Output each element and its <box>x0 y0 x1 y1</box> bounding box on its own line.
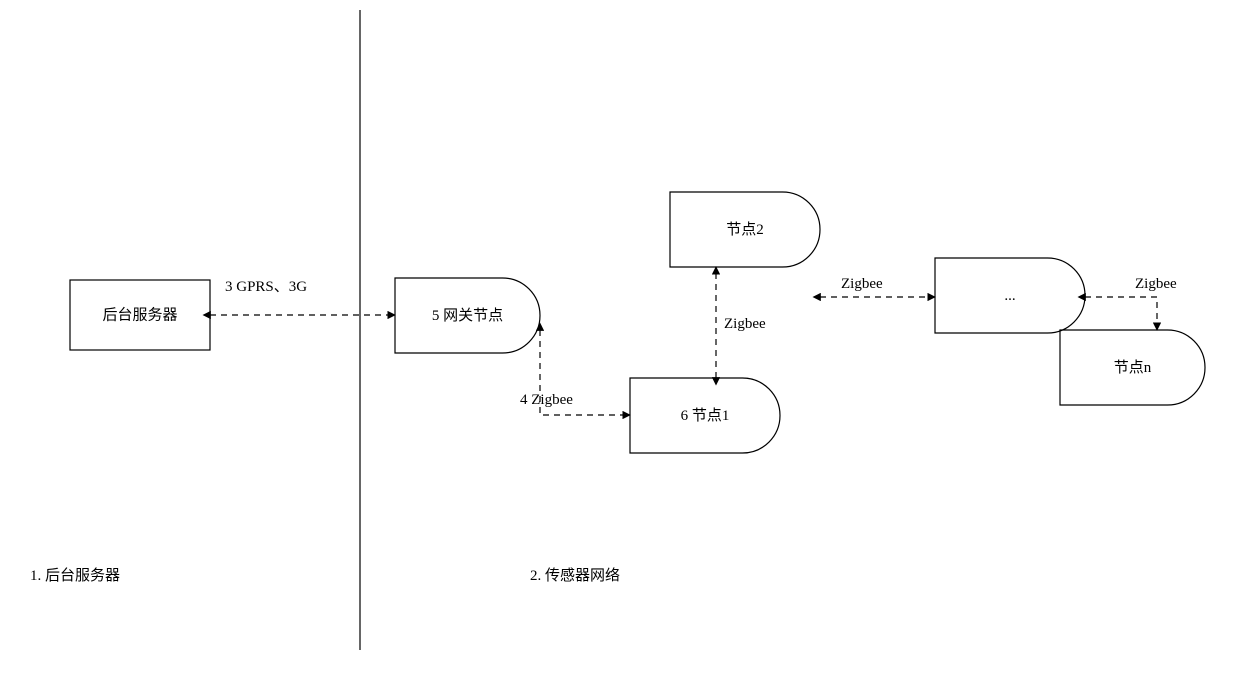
edge-label-0: 3 GPRS、3G <box>225 279 307 295</box>
node-label-dots: ... <box>1004 288 1015 304</box>
node-label-noden: 节点n <box>1114 359 1152 376</box>
edge-label-4: Zigbee <box>1135 276 1177 292</box>
edge-label-2: Zigbee <box>724 316 766 332</box>
node-label-node1: 6 节点1 <box>681 407 730 424</box>
edge-label-3: Zigbee <box>841 276 883 292</box>
region-label-left: 1. 后台服务器 <box>30 567 120 584</box>
node-label-gateway: 5 网关节点 <box>432 307 503 324</box>
edge-dots-noden <box>1085 297 1157 330</box>
node-label-node2: 节点2 <box>726 221 764 238</box>
region-label-right: 2. 传感器网络 <box>530 567 620 584</box>
edge-label-1: 4 Zigbee <box>520 392 573 408</box>
diagram-canvas: 1. 后台服务器 2. 传感器网络 后台服务器 5 网关节点 6 节点1 节点2... 节点… <box>0 0 1240 690</box>
node-label-server: 后台服务器 <box>102 306 177 323</box>
